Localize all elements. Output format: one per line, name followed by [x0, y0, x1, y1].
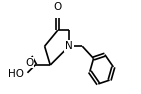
Text: O: O [25, 58, 34, 67]
Text: N: N [65, 41, 73, 51]
Text: HO: HO [8, 69, 24, 79]
Text: O: O [54, 2, 62, 12]
